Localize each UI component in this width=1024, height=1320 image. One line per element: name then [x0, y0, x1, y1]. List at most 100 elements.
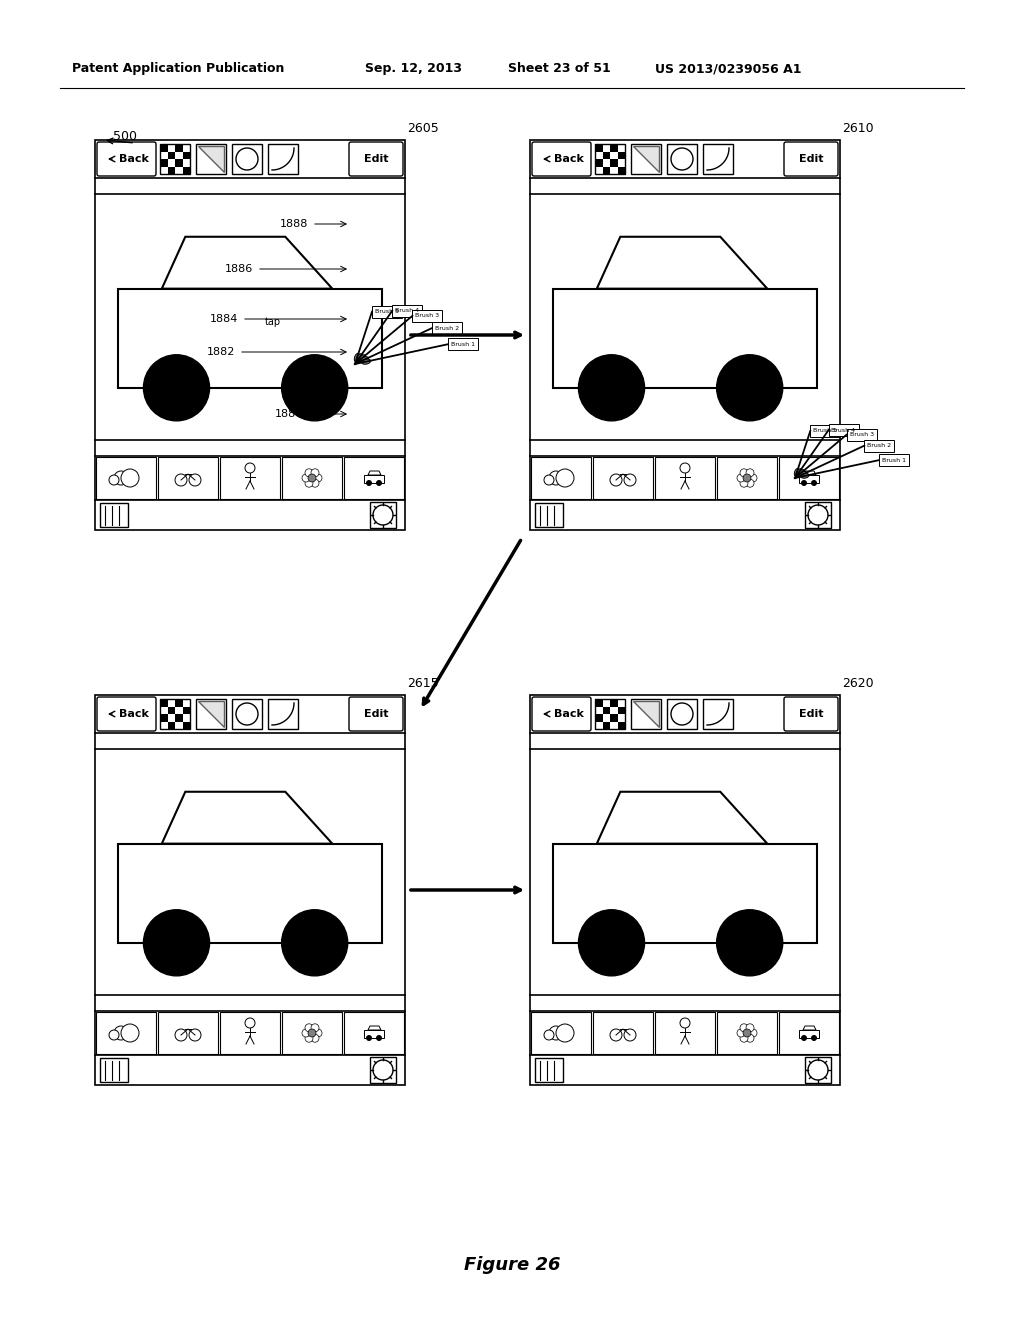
- Bar: [158, 1012, 218, 1053]
- Text: 2610: 2610: [842, 121, 873, 135]
- Bar: [595, 144, 625, 174]
- Circle shape: [743, 1030, 751, 1038]
- Circle shape: [121, 1024, 139, 1041]
- Circle shape: [737, 474, 745, 482]
- Text: 2620: 2620: [842, 677, 873, 690]
- Bar: [95, 140, 406, 531]
- Bar: [182, 706, 190, 714]
- Text: 1880: 1880: [275, 409, 303, 418]
- Bar: [617, 722, 625, 729]
- Bar: [392, 305, 422, 317]
- Polygon shape: [198, 147, 224, 172]
- Bar: [717, 457, 777, 499]
- Bar: [220, 457, 280, 499]
- Circle shape: [746, 1024, 754, 1032]
- Ellipse shape: [354, 354, 359, 362]
- Bar: [182, 152, 190, 158]
- Circle shape: [811, 1035, 817, 1041]
- Polygon shape: [633, 701, 659, 727]
- Circle shape: [717, 909, 782, 975]
- Text: US 2013/0239056 A1: US 2013/0239056 A1: [655, 62, 802, 75]
- Circle shape: [109, 1030, 119, 1040]
- Circle shape: [556, 469, 574, 487]
- Ellipse shape: [796, 469, 802, 475]
- Circle shape: [579, 909, 644, 975]
- Text: 1882: 1882: [207, 347, 236, 356]
- Circle shape: [801, 1035, 807, 1041]
- Bar: [531, 1012, 591, 1053]
- Bar: [703, 700, 733, 729]
- Bar: [282, 1012, 342, 1053]
- Circle shape: [114, 471, 128, 484]
- Bar: [595, 144, 602, 152]
- Bar: [372, 306, 402, 318]
- Bar: [864, 440, 894, 451]
- Bar: [593, 457, 653, 499]
- Bar: [595, 714, 602, 722]
- Circle shape: [143, 909, 210, 975]
- Bar: [617, 706, 625, 714]
- Bar: [810, 425, 841, 437]
- Bar: [364, 475, 384, 483]
- Text: Patent Application Publication: Patent Application Publication: [72, 62, 285, 75]
- Ellipse shape: [801, 474, 809, 478]
- Bar: [175, 144, 182, 152]
- Bar: [160, 700, 190, 729]
- Bar: [282, 457, 342, 499]
- Bar: [535, 503, 563, 527]
- Text: Back: Back: [119, 709, 148, 719]
- Bar: [196, 144, 226, 174]
- Circle shape: [717, 355, 782, 421]
- Polygon shape: [633, 147, 659, 172]
- Circle shape: [282, 355, 348, 421]
- Ellipse shape: [795, 469, 800, 477]
- Circle shape: [302, 1030, 310, 1038]
- Text: Sheet 23 of 51: Sheet 23 of 51: [508, 62, 610, 75]
- Bar: [268, 144, 298, 174]
- Bar: [610, 700, 617, 706]
- Bar: [667, 700, 697, 729]
- Circle shape: [314, 1030, 322, 1038]
- Bar: [182, 722, 190, 729]
- Circle shape: [282, 909, 348, 975]
- Bar: [160, 144, 190, 174]
- Bar: [655, 1012, 715, 1053]
- Circle shape: [740, 1024, 748, 1032]
- Bar: [631, 144, 662, 174]
- Ellipse shape: [358, 355, 366, 362]
- Text: Brush 5: Brush 5: [813, 429, 838, 433]
- Bar: [631, 700, 662, 729]
- Bar: [617, 166, 625, 174]
- Ellipse shape: [800, 471, 807, 477]
- Circle shape: [376, 480, 382, 486]
- Circle shape: [311, 1024, 319, 1032]
- Circle shape: [311, 479, 319, 487]
- Bar: [344, 457, 404, 499]
- Text: Back: Back: [554, 709, 584, 719]
- Bar: [805, 1057, 831, 1082]
- Bar: [805, 502, 831, 528]
- Circle shape: [305, 1024, 313, 1032]
- Text: 500: 500: [113, 129, 137, 143]
- Text: 2615: 2615: [407, 677, 438, 690]
- Bar: [268, 700, 298, 729]
- Bar: [667, 144, 697, 174]
- Bar: [118, 289, 382, 388]
- Bar: [879, 454, 908, 466]
- Ellipse shape: [356, 354, 362, 362]
- Circle shape: [746, 469, 754, 477]
- Bar: [847, 429, 877, 441]
- Ellipse shape: [360, 356, 369, 363]
- Bar: [175, 158, 182, 166]
- Bar: [655, 457, 715, 499]
- Bar: [95, 696, 406, 1085]
- Circle shape: [376, 1035, 382, 1041]
- Circle shape: [143, 355, 210, 421]
- Circle shape: [737, 1030, 745, 1038]
- Bar: [602, 152, 610, 158]
- Circle shape: [746, 479, 754, 487]
- Text: Edit: Edit: [364, 154, 388, 164]
- Bar: [175, 700, 182, 706]
- Circle shape: [801, 480, 807, 486]
- Bar: [602, 166, 610, 174]
